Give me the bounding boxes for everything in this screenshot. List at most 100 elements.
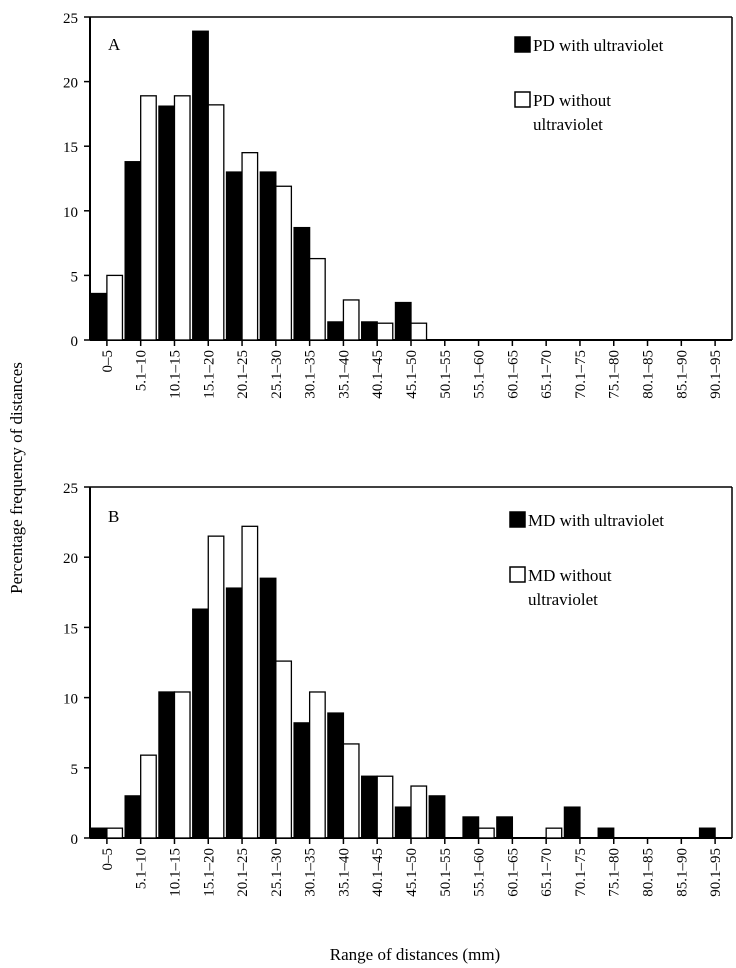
panel-b-bar-without-uv bbox=[376, 775, 394, 839]
panel-a-bar-without-uv bbox=[106, 274, 124, 341]
panel-b-bar-without-uv bbox=[477, 827, 495, 839]
panel-a-x-tick-label: 80.1–85 bbox=[641, 350, 657, 399]
panel-b-x-tick-label: 5.1–10 bbox=[134, 848, 150, 889]
panel-a-x-tick-label: 75.1–80 bbox=[607, 350, 623, 399]
panel-b-bar-with-uv bbox=[361, 775, 378, 839]
panel-a-bar-with-uv bbox=[259, 171, 277, 341]
panel-b-bar-with-uv bbox=[259, 577, 277, 839]
panel-a-x-tick-label: 30.1–35 bbox=[303, 350, 319, 399]
panel-b-y-tick-label: 20 bbox=[63, 551, 78, 567]
panel-a-x-tick-label: 35.1–40 bbox=[336, 350, 352, 399]
panel-b-bar-with-uv bbox=[394, 806, 412, 839]
panel-a-x-tick-label: 20.1–25 bbox=[235, 350, 251, 399]
panel-b-legend-swatch bbox=[509, 566, 526, 583]
panel-b-bar-with-uv bbox=[462, 816, 480, 839]
panel-a-x-tick-label: 25.1–30 bbox=[269, 350, 285, 399]
panel-b-bar-without-uv bbox=[207, 535, 225, 839]
panel-b-x-tick-label: 10.1–15 bbox=[167, 848, 183, 897]
panel-b-y-tick-label: 25 bbox=[63, 481, 78, 497]
panel-b-y-tick-label: 5 bbox=[71, 762, 79, 778]
panel-a-y-tick-label: 15 bbox=[63, 140, 78, 156]
panel-a-bar-with-uv bbox=[90, 292, 108, 341]
panel-b-legend-swatch bbox=[509, 511, 526, 528]
panel-b-bar-with-uv bbox=[563, 806, 581, 839]
panel-a-x-tick-label: 50.1–55 bbox=[438, 350, 454, 399]
panel-b-x-tick-label: 80.1–85 bbox=[641, 848, 657, 897]
panel-a-y-tick-label: 0 bbox=[71, 334, 79, 350]
x-axis-title: Range of distances (mm) bbox=[330, 945, 500, 964]
panel-a-bar-without-uv bbox=[241, 152, 259, 341]
panel-a-bar-with-uv bbox=[361, 321, 378, 341]
panel-a-bar-without-uv bbox=[376, 322, 394, 341]
panel-b-bar-without-uv bbox=[106, 827, 124, 839]
panel-a-bar-without-uv bbox=[308, 257, 326, 341]
panel-a-y-tick-label: 25 bbox=[63, 11, 78, 27]
panel-a-y-tick-label: 20 bbox=[63, 76, 78, 92]
panel-a-x-tick-label: 15.1–20 bbox=[201, 350, 217, 399]
panel-b-x-tick-label: 85.1–90 bbox=[674, 848, 690, 897]
panel-b-x-tick-label: 55.1–60 bbox=[472, 848, 488, 897]
panel-b-bar-without-uv bbox=[140, 754, 157, 839]
panel-a-y-tick-label: 5 bbox=[71, 269, 79, 285]
panel-a-x-tick-label: 65.1–70 bbox=[539, 350, 555, 399]
panel-b-bar-without-uv bbox=[241, 525, 259, 839]
panel-b-x-tick-label: 90.1–95 bbox=[708, 848, 724, 897]
panel-a-bar-with-uv bbox=[124, 161, 142, 341]
panel-b-bar-with-uv bbox=[90, 827, 108, 839]
panel-b-bar-without-uv bbox=[545, 827, 563, 839]
panel-b-x-tick-label: 30.1–35 bbox=[303, 848, 319, 897]
panel-b-bar-without-uv bbox=[308, 691, 326, 839]
panel-a-legend-label: ultraviolet bbox=[533, 115, 603, 134]
panel-a-x-tick-label: 60.1–65 bbox=[505, 350, 521, 399]
panel-a-legend-label: PD with ultraviolet bbox=[533, 36, 664, 55]
panel-b-bar-without-uv bbox=[342, 743, 360, 839]
panel-b-bar-with-uv bbox=[293, 722, 311, 839]
panel-a-bar-without-uv bbox=[410, 322, 428, 341]
panel-b-x-tick-label: 35.1–40 bbox=[336, 848, 352, 897]
panel-b-x-tick-label: 40.1–45 bbox=[370, 848, 386, 897]
panel-b-legend-label: ultraviolet bbox=[528, 590, 598, 609]
panel-a-chart: 0 5 10 15 20 25 0–5 5.1–10 10.1–15 15.1–20 20.1–25… bbox=[63, 11, 733, 399]
panel-a-x-tick-label: 45.1–50 bbox=[404, 350, 420, 399]
panel-b-y-tick-label: 10 bbox=[63, 692, 78, 708]
panel-a-bar-with-uv bbox=[158, 105, 176, 341]
panel-a-letter: A bbox=[108, 35, 121, 54]
panel-a-y-tick-label: 10 bbox=[63, 205, 78, 221]
panel-a-x-tick-label: 40.1–45 bbox=[370, 350, 386, 399]
panel-b-bar-with-uv bbox=[327, 712, 345, 839]
panel-a-legend-swatch bbox=[514, 36, 531, 53]
panel-a-x-tick-label: 85.1–90 bbox=[674, 350, 690, 399]
panel-a-bar-without-uv bbox=[173, 95, 191, 341]
panel-a-bar-with-uv bbox=[394, 301, 412, 341]
panel-a-bar-without-uv bbox=[275, 185, 293, 341]
panel-b-bar-with-uv bbox=[597, 827, 615, 839]
panel-a-x-tick-label: 5.1–10 bbox=[134, 350, 150, 391]
panel-a-x-tick-label: 0–5 bbox=[100, 350, 116, 373]
panel-b-bar-with-uv bbox=[698, 827, 716, 839]
panel-a-x-tick-label: 55.1–60 bbox=[472, 350, 488, 399]
panel-b-legend-label: MD without bbox=[528, 566, 612, 585]
panel-a-bar-with-uv bbox=[192, 30, 209, 341]
panel-b-bar-with-uv bbox=[225, 587, 243, 839]
panel-b-bar-with-uv bbox=[496, 816, 514, 839]
panel-a-legend-label: PD without bbox=[533, 91, 611, 110]
panel-a-bar-without-uv bbox=[342, 299, 360, 341]
panel-b-x-tick-label: 15.1–20 bbox=[201, 848, 217, 897]
panel-b-x-tick-label: 25.1–30 bbox=[269, 848, 285, 897]
y-axis-title: Percentage frequency of distances bbox=[7, 362, 26, 594]
panel-b-x-tick-label: 65.1–70 bbox=[539, 848, 555, 897]
panel-a-bar-without-uv bbox=[207, 104, 225, 341]
panel-b-bar-with-uv bbox=[192, 608, 209, 839]
panel-b-bar-without-uv bbox=[410, 785, 428, 839]
panel-a-legend-swatch bbox=[514, 91, 531, 108]
panel-b-bar-with-uv bbox=[428, 795, 446, 839]
panel-a-x-tick-label: 90.1–95 bbox=[708, 350, 724, 399]
panel-b-bar-with-uv bbox=[158, 691, 176, 839]
panel-a-bar-without-uv bbox=[140, 95, 157, 341]
panel-b-bar-with-uv bbox=[124, 795, 142, 839]
panel-b-bar-without-uv bbox=[173, 691, 191, 839]
panel-b-x-tick-label: 50.1–55 bbox=[438, 848, 454, 897]
panel-a-bar-with-uv bbox=[225, 171, 243, 341]
panel-b-bar-without-uv bbox=[275, 660, 293, 839]
